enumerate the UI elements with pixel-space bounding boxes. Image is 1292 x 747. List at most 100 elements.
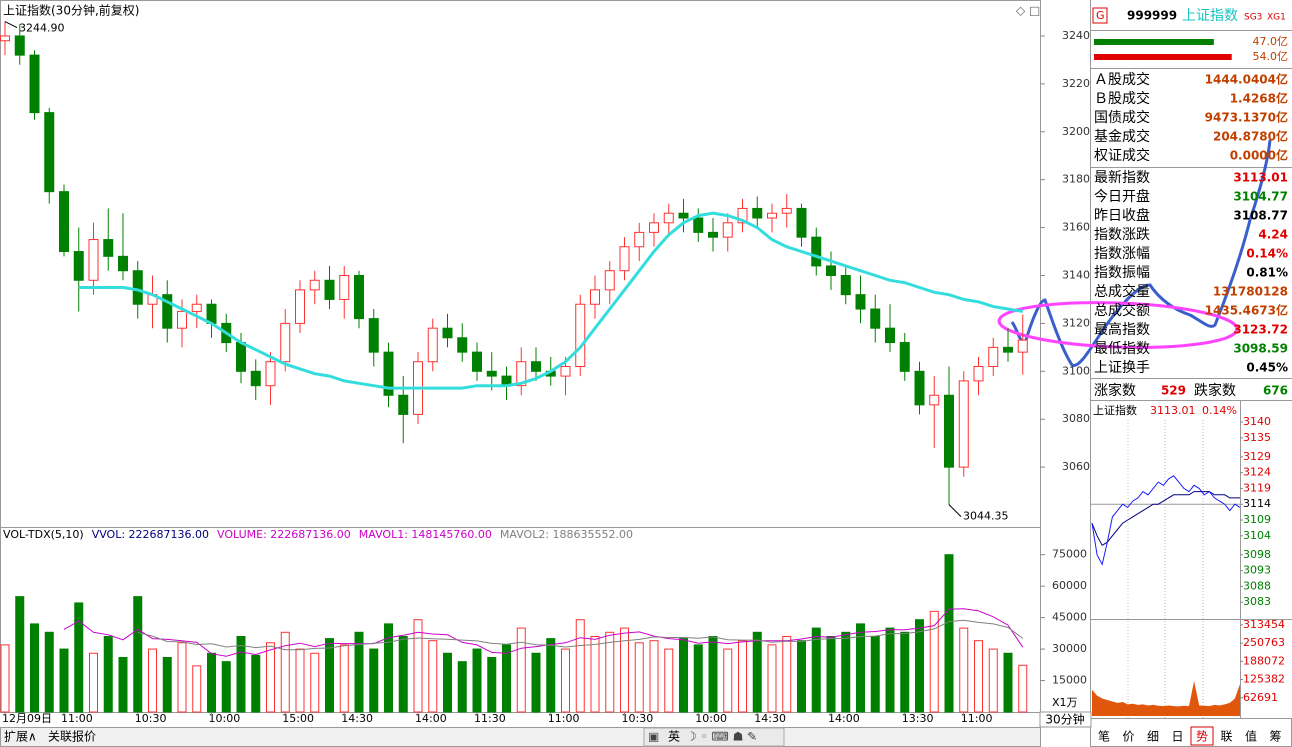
x-tick-label: 10:30 bbox=[135, 712, 167, 725]
quote-value: 0.45% bbox=[1246, 361, 1288, 375]
annotation-arrow bbox=[948, 504, 962, 517]
x-tick-label: 12月09日 bbox=[2, 712, 52, 725]
candle-body bbox=[472, 351, 482, 372]
ime-icons[interactable]: ▣ bbox=[648, 730, 659, 744]
stock-code: 999999 bbox=[1127, 9, 1177, 23]
y-tick-label: 60000 bbox=[1052, 579, 1087, 592]
volume-bar bbox=[74, 602, 84, 713]
y-tick-label: 3100 bbox=[1062, 364, 1090, 377]
volume-bar bbox=[649, 640, 659, 713]
volume-bar bbox=[811, 627, 821, 713]
candle-body bbox=[840, 274, 851, 296]
breadth-value: 676 bbox=[1263, 384, 1288, 398]
y-tick-label: 3200 bbox=[1062, 125, 1090, 138]
candle-body bbox=[44, 112, 55, 193]
quote-label: 最低指数 bbox=[1094, 341, 1150, 357]
volume-bar bbox=[428, 640, 438, 713]
tab[interactable]: 联 bbox=[1220, 730, 1232, 744]
y-tick-label: 250763 bbox=[1243, 636, 1285, 649]
quote-label: 昨日收盘 bbox=[1094, 207, 1150, 224]
tab[interactable]: 笔 bbox=[1098, 729, 1110, 744]
y-tick-label: 3119 bbox=[1243, 481, 1271, 494]
tab[interactable]: 价 bbox=[1122, 730, 1134, 744]
y-tick-label: 3120 bbox=[1062, 316, 1090, 329]
candle-body bbox=[781, 207, 792, 214]
volume-bar bbox=[605, 631, 615, 713]
breadth-label: 涨家数 bbox=[1094, 382, 1136, 399]
flow-bar bbox=[1094, 39, 1214, 45]
window-icons[interactable]: ◇ □ bbox=[1016, 4, 1040, 18]
y-tick-label: 30000 bbox=[1052, 642, 1087, 655]
tab[interactable]: 势 bbox=[1196, 730, 1208, 744]
y-tick-label: 3135 bbox=[1243, 431, 1271, 444]
y-tick-label: 3220 bbox=[1062, 77, 1090, 90]
tab-active bbox=[1190, 726, 1214, 746]
candle-body bbox=[236, 342, 246, 372]
candle-body bbox=[309, 279, 320, 291]
quote-label: Ｂ股成交 bbox=[1094, 90, 1150, 107]
period[interactable]: 30分钟 bbox=[1045, 712, 1084, 727]
candle-body bbox=[250, 370, 261, 387]
volume-bar bbox=[885, 627, 895, 713]
volume-bar bbox=[15, 596, 25, 713]
candle-body bbox=[885, 327, 895, 344]
volume-bar bbox=[1018, 664, 1028, 713]
volume-bar bbox=[988, 648, 998, 713]
badge: G bbox=[1096, 9, 1105, 22]
tab[interactable]: 值 bbox=[1245, 729, 1257, 744]
tab[interactable]: 日 bbox=[1171, 730, 1183, 744]
volume-bar bbox=[929, 610, 939, 713]
candle-body bbox=[177, 310, 187, 329]
x-tick-label: 13:30 bbox=[902, 712, 934, 725]
volume-legend: VOL-TDX(5,10) bbox=[3, 528, 84, 541]
volume-bar bbox=[752, 631, 762, 713]
volume-bar bbox=[974, 640, 983, 713]
volume-bar bbox=[339, 644, 349, 713]
volume-bar bbox=[384, 623, 393, 713]
candle-body bbox=[103, 239, 114, 257]
period-box[interactable] bbox=[1039, 711, 1092, 728]
y-tick-label: 3088 bbox=[1243, 579, 1271, 592]
tab[interactable]: 筹 bbox=[1269, 730, 1281, 744]
volume-bar bbox=[266, 642, 275, 713]
quote-label: 总成交量 bbox=[1094, 283, 1150, 300]
y-tick-label: 3129 bbox=[1243, 450, 1271, 463]
volume-bar bbox=[634, 642, 644, 713]
y-tick-label: 188072 bbox=[1243, 654, 1285, 667]
candle-body bbox=[973, 366, 984, 382]
quote-value: 3113.01 bbox=[1233, 171, 1288, 185]
quote-value: 9473.1370亿 bbox=[1205, 110, 1288, 125]
volume-bar bbox=[944, 554, 954, 713]
y-tick-label: 3140 bbox=[1243, 415, 1271, 428]
tab[interactable]: 细 bbox=[1147, 730, 1159, 744]
candle-body bbox=[678, 212, 689, 219]
volume-bar bbox=[693, 644, 703, 713]
mavol1-line bbox=[63, 608, 1024, 657]
flow-bar bbox=[1094, 54, 1232, 60]
quote-value: 4.24 bbox=[1258, 228, 1288, 242]
quote-label: 指数涨跌 bbox=[1094, 227, 1150, 243]
ime-label[interactable]: 英 bbox=[668, 730, 680, 744]
status-item[interactable]: 扩展∧ bbox=[4, 730, 37, 744]
candle-body bbox=[354, 274, 364, 320]
candle-body bbox=[811, 236, 822, 267]
chart-title: 上证指数(30分钟,前复权) bbox=[3, 3, 139, 18]
volume-bar bbox=[133, 596, 143, 713]
status-item[interactable]: 关联报价 bbox=[48, 729, 96, 744]
ime-icons[interactable]: ☽ ◦ ⌨ ☗ ✎ bbox=[686, 730, 757, 744]
x-tick-label: 11:00 bbox=[548, 712, 580, 725]
high-annotation: 3244.90 bbox=[19, 22, 65, 35]
candle-body bbox=[88, 239, 99, 281]
y-tick-label: 3098 bbox=[1243, 548, 1271, 561]
y-tick-label: 3160 bbox=[1062, 221, 1090, 234]
volume-bar bbox=[398, 635, 408, 713]
quote-value: 1.4268亿 bbox=[1230, 91, 1288, 106]
candle-body bbox=[427, 327, 438, 363]
candle-body bbox=[14, 35, 25, 56]
candle-body bbox=[737, 207, 748, 224]
y-tick-label: 313454 bbox=[1243, 618, 1285, 631]
candle-body bbox=[988, 346, 999, 368]
volume-bar bbox=[177, 642, 187, 713]
